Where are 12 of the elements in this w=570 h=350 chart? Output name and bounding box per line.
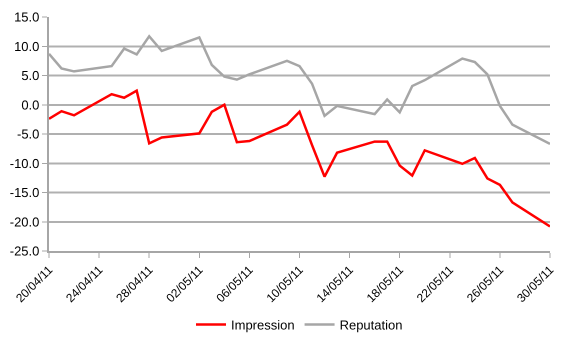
y-tick-label: 15.0 (14, 10, 40, 25)
legend-label: Reputation (340, 318, 402, 333)
y-tick-label: 0.0 (21, 97, 40, 112)
y-tick-label: -5.0 (16, 126, 40, 142)
y-tick-label: 5.0 (21, 68, 40, 84)
y-tick-label: -20.0 (10, 214, 40, 230)
legend-label: Impression (231, 318, 295, 333)
line-series (49, 89, 550, 228)
y-tick-label: -15.0 (10, 185, 40, 200)
y-tick-label: 10.0 (14, 38, 40, 54)
y-tick-label: -25.0 (10, 244, 40, 259)
y-tick-label: -10.0 (10, 156, 40, 171)
